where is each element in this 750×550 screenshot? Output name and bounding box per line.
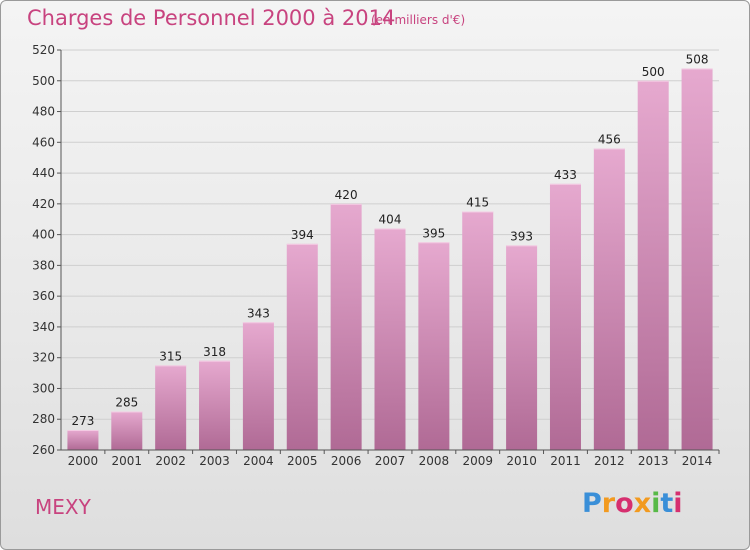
y-tick-label: 500 (32, 74, 55, 88)
logo-letter: x (633, 488, 652, 519)
value-label: 404 (379, 212, 402, 226)
bar (155, 365, 187, 450)
y-tick-label: 320 (32, 351, 55, 365)
bar (462, 211, 494, 450)
y-tick-label: 260 (32, 443, 55, 457)
value-label: 318 (203, 345, 226, 359)
x-tick-label: 2001 (112, 454, 143, 468)
x-tick-label: 2005 (287, 454, 318, 468)
bar (418, 242, 450, 450)
y-tick-label: 520 (32, 43, 55, 57)
value-label: 315 (159, 349, 182, 363)
axes (60, 50, 719, 451)
bar (330, 203, 362, 450)
chart-subtitle: (en milliers d'€) (371, 13, 466, 27)
x-tick-label: 2009 (462, 454, 493, 468)
value-label: 394 (291, 228, 314, 242)
x-tick-label: 2004 (243, 454, 274, 468)
bar (242, 322, 274, 450)
bar (637, 80, 669, 451)
commune-name: MEXY (35, 495, 91, 519)
bar (549, 183, 581, 450)
value-label: 415 (466, 196, 489, 210)
logo-letter: P (582, 488, 602, 519)
y-tick-label: 440 (32, 166, 55, 180)
x-tick-label: 2010 (506, 454, 537, 468)
y-tick-label: 300 (32, 381, 55, 395)
x-tick-label: 2002 (155, 454, 186, 468)
logo-letter: t (660, 488, 674, 519)
bar (111, 411, 143, 450)
value-label: 508 (686, 52, 709, 66)
bar (681, 68, 713, 450)
value-label: 456 (598, 132, 621, 146)
x-tick-label: 2011 (550, 454, 581, 468)
value-labels: 273 285 315 318 343 394 420 404 395 415 393 433 456 5… (71, 52, 708, 428)
bar (286, 243, 318, 450)
bar (199, 360, 231, 450)
bar (593, 148, 625, 450)
y-tick-label: 380 (32, 258, 55, 272)
x-tick-label: 2008 (419, 454, 450, 468)
value-label: 420 (335, 188, 358, 202)
x-tick-labels: 2000 2001 2002 2003 2004 2005 2006 2007 2008 2009… (68, 450, 720, 468)
x-tick-label: 2003 (199, 454, 230, 468)
x-tick-label: 2012 (594, 454, 625, 468)
bars (67, 68, 713, 451)
proxiti-logo: Proxiti (582, 488, 683, 519)
y-tick-labels: 260 280 300 320 340 360 380 400 420 440 460 480 500 5… (32, 43, 55, 457)
y-tick-label: 340 (32, 320, 55, 334)
y-tick-label: 280 (32, 412, 55, 426)
bar (506, 245, 538, 450)
y-tick-label: 420 (32, 197, 55, 211)
value-label: 500 (642, 65, 665, 79)
x-tick-label: 2014 (682, 454, 713, 468)
x-tick-label: 2007 (375, 454, 406, 468)
value-label: 395 (422, 226, 445, 240)
value-label: 433 (554, 168, 577, 182)
x-tick-label: 2013 (638, 454, 669, 468)
x-tick-label: 2000 (68, 454, 99, 468)
x-tick-label: 2006 (331, 454, 362, 468)
value-label: 285 (115, 396, 138, 410)
bar (374, 228, 406, 450)
y-tick-label: 360 (32, 289, 55, 303)
y-tick-label: 480 (32, 105, 55, 119)
y-tick-label: 400 (32, 228, 55, 242)
value-label: 343 (247, 306, 270, 320)
chart-title: Charges de Personnel 2000 à 2014 (27, 6, 396, 30)
logo-letter: i (673, 488, 683, 519)
logo-letter: i (651, 488, 661, 519)
y-tick-label: 460 (32, 135, 55, 149)
value-label: 393 (510, 229, 533, 243)
logo-letter: o (615, 488, 634, 519)
bar (67, 430, 99, 450)
value-label: 273 (71, 414, 94, 428)
logo-letter: r (601, 488, 616, 519)
